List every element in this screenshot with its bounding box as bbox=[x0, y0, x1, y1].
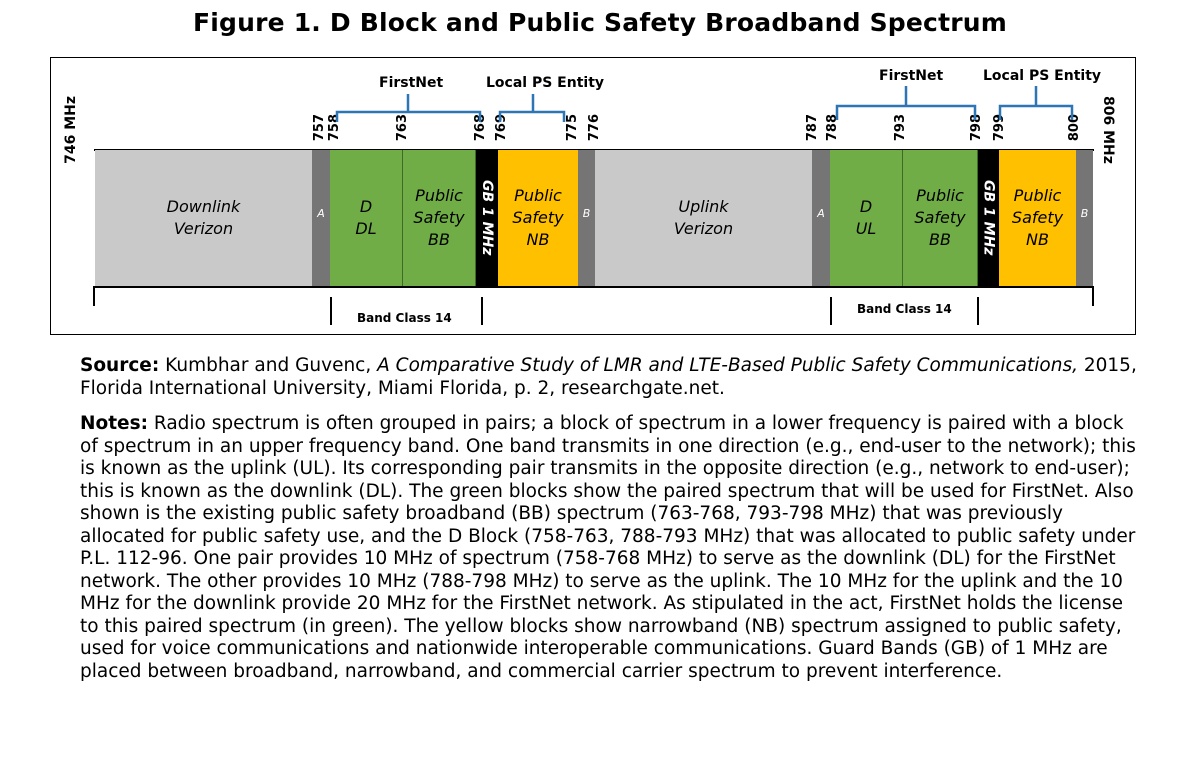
bracket-local-ps-2 bbox=[998, 86, 1074, 120]
right-end-tick bbox=[1092, 286, 1094, 306]
band-class-left-tick-2 bbox=[481, 297, 483, 325]
header-local-ps-entity-2: Local PS Entity bbox=[983, 68, 1102, 84]
source-rest: 2015, Florida International University, … bbox=[80, 355, 1137, 399]
band-class-14-right: Band Class 14 bbox=[857, 302, 952, 316]
block-guard-b-2: B bbox=[1076, 150, 1093, 286]
block-guard-a-1: A bbox=[312, 150, 330, 286]
bottom-axis-line bbox=[94, 286, 1094, 288]
header-local-ps-entity-1: Local PS Entity bbox=[486, 75, 605, 91]
block-d-dl: D DL bbox=[330, 150, 403, 286]
bracket-firstnet-2 bbox=[835, 86, 977, 120]
source-paragraph: Source: Kumbhar and Guvenc, A Comparativ… bbox=[80, 355, 1142, 400]
block-downlink-verizon: Downlink Verizon bbox=[95, 150, 312, 286]
block-public-safety-nb-1: Public Safety NB bbox=[498, 150, 578, 286]
band-class-left-tick-1 bbox=[330, 297, 332, 325]
figure-title: Figure 1. D Block and Public Safety Broa… bbox=[192, 8, 1008, 37]
notes-text: Radio spectrum is often grouped in pairs… bbox=[80, 413, 1136, 682]
block-public-safety-nb-2: Public Safety NB bbox=[999, 150, 1076, 286]
diagram-frame bbox=[50, 57, 1136, 335]
bracket-firstnet-1 bbox=[335, 94, 482, 122]
block-d-ul: D UL bbox=[830, 150, 903, 286]
notes-paragraph: Notes: Radio spectrum is often grouped i… bbox=[80, 413, 1142, 683]
bracket-local-ps-1 bbox=[498, 94, 566, 122]
block-guard-a-2: A bbox=[812, 150, 830, 286]
left-end-tick bbox=[93, 286, 95, 306]
block-public-safety-bb-2: Public Safety BB bbox=[903, 150, 978, 286]
band-class-14-left: Band Class 14 bbox=[357, 311, 452, 325]
source-authors: Kumbhar and Guvenc, bbox=[159, 355, 378, 376]
block-guard-b-1: B bbox=[578, 150, 595, 286]
header-firstnet-2: FirstNet bbox=[879, 68, 944, 84]
band-class-right-tick-1 bbox=[830, 297, 832, 325]
header-firstnet-1: FirstNet bbox=[379, 75, 444, 91]
block-public-safety-bb-1: Public Safety BB bbox=[403, 150, 476, 286]
block-guard-band-1: GB 1 MHz bbox=[476, 150, 498, 286]
source-work-title: A Comparative Study of LMR and LTE-Based… bbox=[377, 355, 1078, 376]
band-class-right-tick-2 bbox=[977, 297, 979, 325]
block-guard-band-2: GB 1 MHz bbox=[978, 150, 999, 286]
source-label: Source: bbox=[80, 355, 160, 376]
edge-label-right: 806 MHz bbox=[1100, 96, 1116, 164]
block-uplink-verizon: Uplink Verizon bbox=[595, 150, 812, 286]
notes-label: Notes: bbox=[80, 413, 148, 434]
